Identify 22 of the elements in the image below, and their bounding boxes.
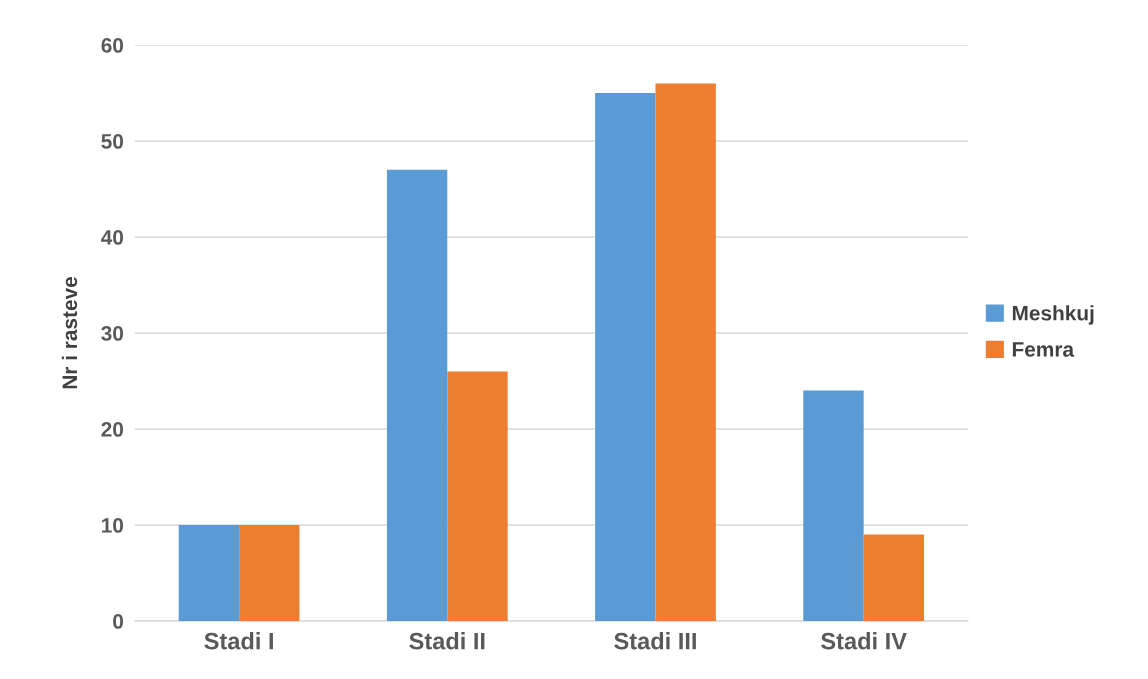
- x-tick-label: Stadi IV: [821, 632, 907, 650]
- x-tick-label: Stadi III: [614, 632, 696, 650]
- bar: [803, 390, 864, 622]
- bar: [595, 93, 656, 622]
- y-tick-label: 10: [102, 518, 124, 533]
- bar: [447, 371, 508, 622]
- x-tick-label: Stadi II: [409, 632, 485, 650]
- y-tick-label: 30: [101, 326, 124, 341]
- bar: [863, 534, 925, 622]
- y-tick-label: 0: [113, 614, 124, 629]
- bar: [386, 169, 448, 622]
- bar: [178, 525, 240, 622]
- bar: [655, 83, 716, 622]
- y-tick-label: 40: [101, 230, 124, 245]
- x-tick-label: Stadi I: [204, 632, 273, 650]
- y-tick-label: 20: [101, 422, 124, 437]
- bar: [239, 525, 300, 622]
- y-axis-title: Nr i rasteve: [61, 276, 78, 389]
- y-tick-label: 50: [101, 134, 124, 149]
- legend-label: Femra: [1012, 342, 1075, 357]
- y-tick-label: 60: [101, 38, 124, 53]
- legend-label: Meshkuj: [1012, 305, 1094, 325]
